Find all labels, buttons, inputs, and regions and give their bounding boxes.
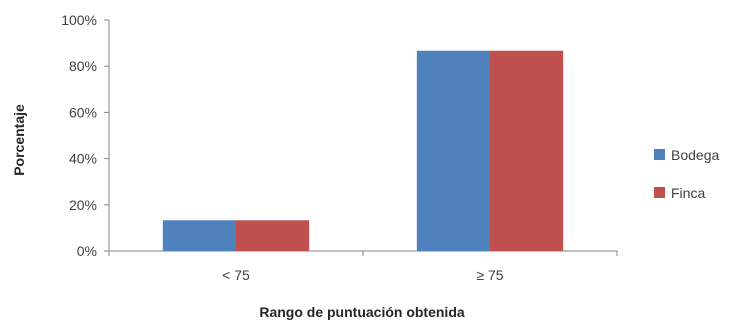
y-axis-title: Porcentaje [11,104,27,176]
y-tick-label: 20% [69,197,97,213]
y-tick-label: 0% [77,243,97,259]
bar-finca [236,220,310,251]
y-axis-ticks: 0% 20% 40% 60% 80% 100% [61,12,109,259]
x-tick-label: < 75 [222,267,250,283]
legend: Bodega Finca [654,147,719,201]
legend-swatch [654,149,665,160]
y-tick-label: 80% [69,58,97,74]
legend-label: Finca [671,185,705,201]
bars [162,50,564,252]
x-axis-title: Rango de puntuación obtenida [259,304,465,320]
x-axis-ticks: < 75 ≥ 75 [108,251,618,283]
y-tick-label: 60% [69,104,97,120]
y-tick-label: 40% [69,151,97,167]
bar-finca [490,50,564,252]
bar-bodega [416,50,490,252]
x-tick-label: ≥ 75 [476,267,503,283]
legend-swatch [654,187,665,198]
legend-label: Bodega [671,147,719,163]
y-tick-label: 100% [61,12,97,28]
bar-bodega [162,220,236,251]
